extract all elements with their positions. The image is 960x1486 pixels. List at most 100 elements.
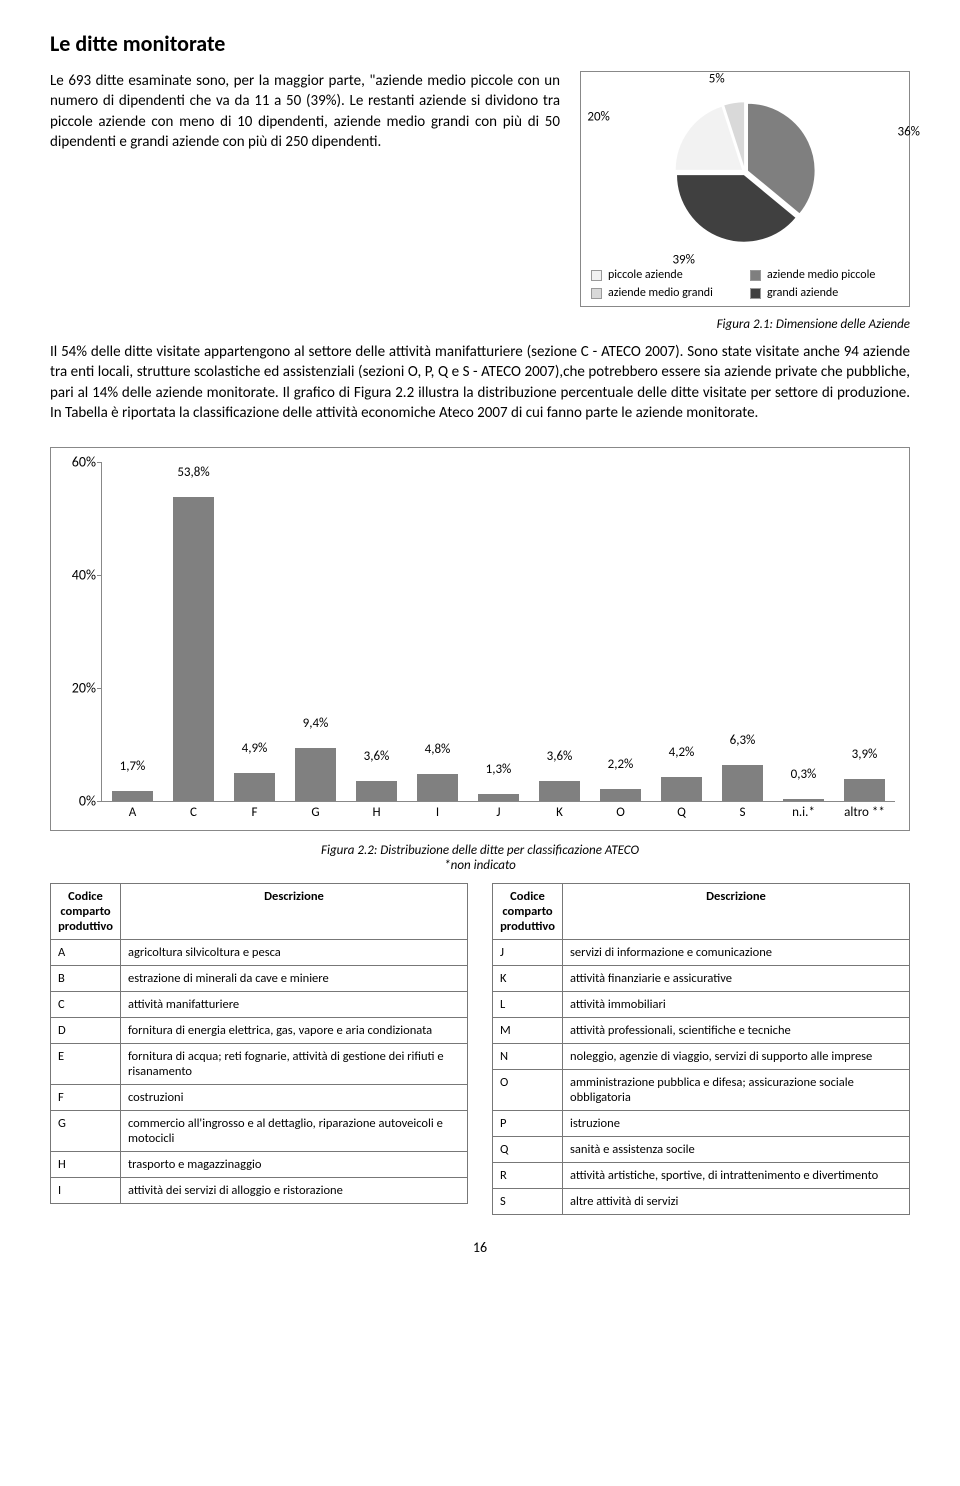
cell-code: B bbox=[51, 966, 121, 992]
bar-category-label: J bbox=[496, 805, 500, 820]
ateco-table-left: Codice comparto produttivo Descrizione A… bbox=[50, 883, 468, 1204]
table-row: Lattività immobiliari bbox=[493, 992, 910, 1018]
bar bbox=[844, 779, 884, 801]
bar-slot: 1,7%A bbox=[102, 462, 163, 801]
table-row: Fcostruzioni bbox=[51, 1085, 468, 1111]
table-row: Oamministrazione pubblica e difesa; assi… bbox=[493, 1070, 910, 1111]
cell-code: J bbox=[493, 940, 563, 966]
table-row: Dfornitura di energia elettrica, gas, va… bbox=[51, 1018, 468, 1044]
bar bbox=[173, 497, 213, 801]
y-tick-label: 20% bbox=[60, 680, 96, 697]
bar-slot: 4,8%I bbox=[407, 462, 468, 801]
bar-category-label: I bbox=[436, 805, 439, 820]
table-row: Kattività finanziarie e assicurative bbox=[493, 966, 910, 992]
cell-code: N bbox=[493, 1044, 563, 1070]
pie-slice-label: 20% bbox=[587, 109, 609, 124]
ateco-table-right: Codice comparto produttivo Descrizione J… bbox=[492, 883, 910, 1215]
cell-desc: trasporto e magazzinaggio bbox=[121, 1152, 468, 1178]
bar-value-label: 3,6% bbox=[547, 749, 573, 764]
cell-code: A bbox=[51, 940, 121, 966]
bar-chart-box: 1,7%A53,8%C4,9%F9,4%G3,6%H4,8%I1,3%J3,6%… bbox=[50, 447, 910, 831]
cell-code: C bbox=[51, 992, 121, 1018]
cell-desc: attività manifatturiere bbox=[121, 992, 468, 1018]
cell-desc: fornitura di acqua; reti fognarie, attiv… bbox=[121, 1044, 468, 1085]
th-desc: Descrizione bbox=[121, 884, 468, 940]
paragraph-1: Le 693 ditte esaminate sono, per la magg… bbox=[50, 71, 560, 307]
bar-slot: 4,9%F bbox=[224, 462, 285, 801]
bar-value-label: 4,9% bbox=[242, 741, 268, 756]
cell-desc: amministrazione pubblica e difesa; assic… bbox=[563, 1070, 910, 1111]
cell-code: O bbox=[493, 1070, 563, 1111]
bar bbox=[600, 789, 640, 801]
cell-code: R bbox=[493, 1163, 563, 1189]
cell-desc: sanità e assistenza socile bbox=[563, 1137, 910, 1163]
bar-value-label: 6,3% bbox=[730, 733, 756, 748]
bar-value-label: 1,7% bbox=[120, 759, 146, 774]
figure-caption-2: Figura 2.2: Distribuzione delle ditte pe… bbox=[50, 843, 910, 873]
figure-caption-1: Figura 2.1: Dimensione delle Aziende bbox=[50, 317, 910, 332]
bar-value-label: 3,9% bbox=[852, 747, 878, 762]
pie-chart-area: 20%5%36%39% bbox=[591, 82, 899, 262]
cell-code: M bbox=[493, 1018, 563, 1044]
th-code: Codice comparto produttivo bbox=[51, 884, 121, 940]
legend-text: aziende medio grandi bbox=[608, 286, 713, 300]
bar-slot: 6,3%S bbox=[712, 462, 773, 801]
bar bbox=[783, 799, 823, 801]
bar-category-label: n.i.* bbox=[792, 805, 815, 820]
table-row: Rattività artistiche, sportive, di intra… bbox=[493, 1163, 910, 1189]
page-number: 16 bbox=[50, 1239, 910, 1256]
cell-code: H bbox=[51, 1152, 121, 1178]
bar-category-label: K bbox=[556, 805, 563, 820]
cell-code: F bbox=[51, 1085, 121, 1111]
legend-item: aziende medio piccole bbox=[750, 268, 899, 282]
cell-code: G bbox=[51, 1111, 121, 1152]
table-row: Efornitura di acqua; reti fognarie, atti… bbox=[51, 1044, 468, 1085]
bar-category-label: H bbox=[372, 805, 380, 820]
cell-code: D bbox=[51, 1018, 121, 1044]
y-tick-mark bbox=[97, 801, 102, 802]
cell-desc: costruzioni bbox=[121, 1085, 468, 1111]
th-desc: Descrizione bbox=[563, 884, 910, 940]
legend-swatch bbox=[750, 288, 761, 299]
bar-slot: 0,3%n.i.* bbox=[773, 462, 834, 801]
bar-slot: 3,9%altro ** bbox=[834, 462, 895, 801]
table-row: Qsanità e assistenza socile bbox=[493, 1137, 910, 1163]
table-row: Htrasporto e magazzinaggio bbox=[51, 1152, 468, 1178]
cell-desc: attività artistiche, sportive, di intrat… bbox=[563, 1163, 910, 1189]
bar-category-label: S bbox=[740, 805, 746, 820]
bar-slot: 4,2%Q bbox=[651, 462, 712, 801]
legend-item: grandi aziende bbox=[750, 286, 899, 300]
cell-desc: servizi di informazione e comunicazione bbox=[563, 940, 910, 966]
cell-desc: fornitura di energia elettrica, gas, vap… bbox=[121, 1018, 468, 1044]
bar bbox=[234, 773, 274, 801]
table-row: Saltre attività di servizi bbox=[493, 1189, 910, 1215]
bar bbox=[112, 791, 152, 801]
bar-slot: 9,4%G bbox=[285, 462, 346, 801]
bar bbox=[295, 748, 335, 801]
legend-item: aziende medio grandi bbox=[591, 286, 740, 300]
cell-desc: noleggio, agenzie di viaggio, servizi di… bbox=[563, 1044, 910, 1070]
bar-value-label: 4,2% bbox=[669, 745, 695, 760]
legend-swatch bbox=[591, 288, 602, 299]
pie-slice-label: 5% bbox=[709, 72, 725, 87]
bar bbox=[478, 794, 518, 801]
bar-category-label: altro ** bbox=[844, 805, 885, 820]
cell-code: K bbox=[493, 966, 563, 992]
bar bbox=[417, 774, 457, 801]
cell-code: P bbox=[493, 1111, 563, 1137]
bar-category-label: F bbox=[252, 805, 258, 820]
bar bbox=[356, 781, 396, 801]
y-tick-label: 0% bbox=[60, 793, 96, 810]
bar-chart: 1,7%A53,8%C4,9%F9,4%G3,6%H4,8%I1,3%J3,6%… bbox=[101, 462, 895, 802]
cell-desc: attività finanziarie e assicurative bbox=[563, 966, 910, 992]
cell-desc: attività professionali, scientifiche e t… bbox=[563, 1018, 910, 1044]
table-row: Gcommercio all'ingrosso e al dettaglio, … bbox=[51, 1111, 468, 1152]
y-tick-label: 60% bbox=[60, 454, 96, 471]
cell-desc: estrazione di minerali da cave e miniere bbox=[121, 966, 468, 992]
legend-text: piccole aziende bbox=[608, 268, 683, 282]
pie-slice-label: 39% bbox=[672, 253, 694, 268]
legend-text: aziende medio piccole bbox=[767, 268, 875, 282]
bar bbox=[722, 765, 762, 801]
cell-desc: commercio all'ingrosso e al dettaglio, r… bbox=[121, 1111, 468, 1152]
cell-desc: attività dei servizi di alloggio e risto… bbox=[121, 1178, 468, 1204]
